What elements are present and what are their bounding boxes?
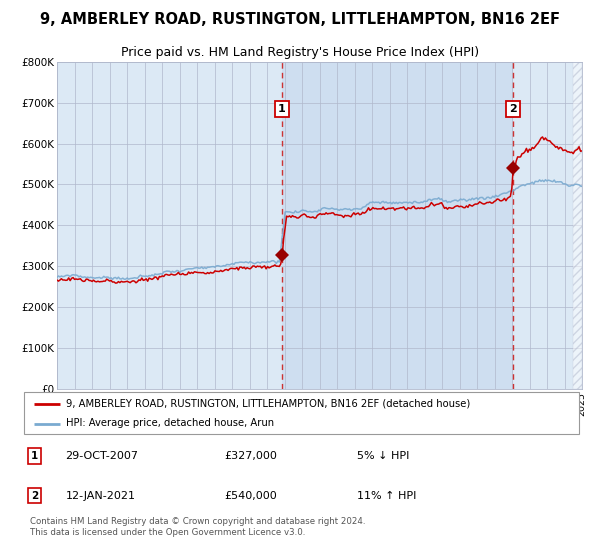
Text: 2: 2: [31, 491, 38, 501]
Bar: [281, 62, 513, 389]
Text: HPI: Average price, detached house, Arun: HPI: Average price, detached house, Arun: [65, 418, 274, 428]
Text: 29-OCT-2007: 29-OCT-2007: [65, 451, 139, 461]
Text: 5% ↓ HPI: 5% ↓ HPI: [357, 451, 409, 461]
Text: 9, AMBERLEY ROAD, RUSTINGTON, LITTLEHAMPTON, BN16 2EF (detached house): 9, AMBERLEY ROAD, RUSTINGTON, LITTLEHAMP…: [65, 399, 470, 409]
Text: 1: 1: [278, 104, 286, 114]
Text: 11% ↑ HPI: 11% ↑ HPI: [357, 491, 416, 501]
Text: £540,000: £540,000: [224, 491, 277, 501]
Text: 2: 2: [509, 104, 517, 114]
Text: Price paid vs. HM Land Registry's House Price Index (HPI): Price paid vs. HM Land Registry's House …: [121, 46, 479, 59]
Bar: [573, 62, 582, 389]
Text: Contains HM Land Registry data © Crown copyright and database right 2024.
This d: Contains HM Land Registry data © Crown c…: [29, 517, 365, 537]
Text: 1: 1: [31, 451, 38, 461]
FancyBboxPatch shape: [24, 392, 579, 434]
Text: £327,000: £327,000: [224, 451, 277, 461]
Text: 9, AMBERLEY ROAD, RUSTINGTON, LITTLEHAMPTON, BN16 2EF: 9, AMBERLEY ROAD, RUSTINGTON, LITTLEHAMP…: [40, 12, 560, 27]
Text: 12-JAN-2021: 12-JAN-2021: [65, 491, 136, 501]
